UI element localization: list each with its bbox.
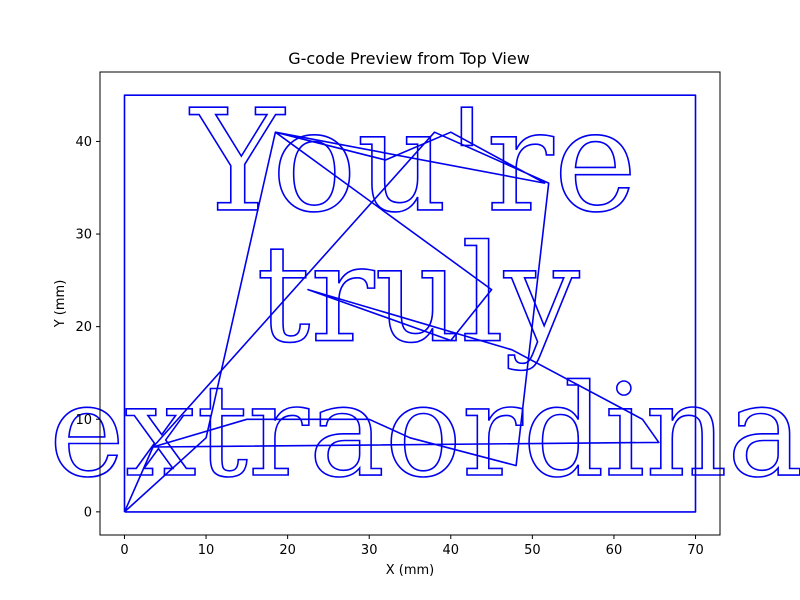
- x-tick-label: 10: [198, 543, 215, 558]
- x-axis-label: X (mm): [386, 563, 435, 578]
- x-tick-label: 20: [279, 543, 296, 558]
- y-tick-label: 10: [75, 413, 92, 428]
- engraved-text-3: extraordina: [49, 358, 800, 506]
- y-tick-label: 40: [75, 135, 92, 150]
- x-tick-label: 0: [120, 543, 128, 558]
- axes-frame: [99, 71, 721, 536]
- y-axis: 0 10 20 30 40: [75, 135, 100, 520]
- y-axis-label: Y (mm): [53, 280, 68, 329]
- series-line-1: [123, 131, 660, 513]
- engraved-text-1: You're: [189, 80, 637, 244]
- x-tick-label: 50: [524, 543, 541, 558]
- y-tick-label: 30: [75, 228, 92, 243]
- engraved-text-2: truly: [256, 216, 580, 373]
- x-tick-label: 70: [687, 543, 704, 558]
- y-tick-label: 0: [84, 505, 92, 520]
- y-tick-label: 20: [75, 320, 92, 335]
- x-axis: 0 10 20 30 40 50 60 70: [120, 535, 704, 558]
- x-tick-label: 30: [361, 543, 378, 558]
- chart-title: G-code Preview from Top View: [288, 49, 530, 68]
- x-tick-label: 40: [443, 543, 460, 558]
- x-tick-label: 60: [606, 543, 623, 558]
- series-line-0: [123, 94, 697, 513]
